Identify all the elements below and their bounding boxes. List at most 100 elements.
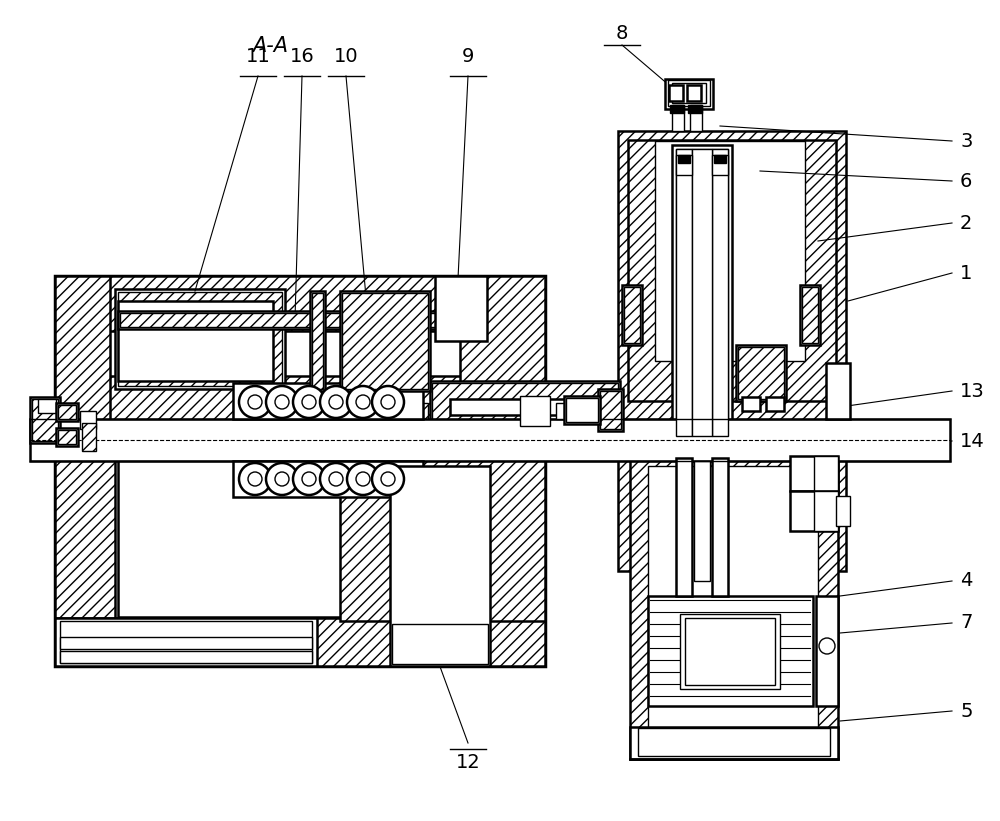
Text: 8: 8 xyxy=(616,24,628,43)
Circle shape xyxy=(320,386,352,418)
Bar xyxy=(32,399,58,441)
Bar xyxy=(672,105,684,131)
Bar xyxy=(712,155,728,175)
Bar xyxy=(680,614,780,689)
Bar xyxy=(766,397,784,411)
Bar xyxy=(56,403,78,421)
Bar xyxy=(520,396,550,426)
Bar xyxy=(676,149,728,436)
Text: 13: 13 xyxy=(960,382,985,401)
Text: 12: 12 xyxy=(456,753,480,772)
Bar xyxy=(55,276,545,331)
Bar xyxy=(669,85,683,101)
Bar xyxy=(694,461,710,581)
Bar xyxy=(687,85,701,101)
Bar xyxy=(55,426,545,666)
Bar xyxy=(598,389,623,431)
Bar xyxy=(665,79,713,109)
Bar xyxy=(800,285,820,345)
Bar xyxy=(450,399,600,415)
Circle shape xyxy=(302,472,316,486)
Text: 5: 5 xyxy=(960,701,972,721)
Bar xyxy=(120,313,456,327)
Bar xyxy=(672,145,732,440)
Bar xyxy=(814,491,838,531)
Bar xyxy=(790,491,838,531)
Bar xyxy=(668,80,710,106)
Bar xyxy=(118,311,458,329)
Bar xyxy=(736,345,786,401)
Circle shape xyxy=(381,472,395,486)
Circle shape xyxy=(329,395,343,409)
Text: 14: 14 xyxy=(960,432,985,451)
Bar xyxy=(630,457,838,759)
Text: 4: 4 xyxy=(960,571,972,590)
Bar xyxy=(742,397,760,411)
Bar xyxy=(55,376,545,431)
Bar xyxy=(714,155,726,163)
Bar xyxy=(233,461,423,497)
Bar xyxy=(430,381,620,431)
Circle shape xyxy=(248,395,262,409)
Circle shape xyxy=(372,386,404,418)
Bar xyxy=(836,496,850,526)
Bar xyxy=(630,727,838,759)
Bar xyxy=(628,140,836,401)
Text: 3: 3 xyxy=(960,131,972,150)
Bar xyxy=(340,291,430,391)
Circle shape xyxy=(819,638,835,654)
Bar xyxy=(712,149,728,436)
Circle shape xyxy=(266,463,298,495)
Circle shape xyxy=(239,386,271,418)
Bar xyxy=(342,293,428,389)
Bar xyxy=(55,426,115,666)
Bar xyxy=(115,289,285,389)
Bar xyxy=(566,398,598,422)
Bar xyxy=(564,396,600,424)
Circle shape xyxy=(329,472,343,486)
Bar xyxy=(55,618,317,666)
Bar xyxy=(312,293,323,389)
Bar xyxy=(790,456,838,491)
Bar xyxy=(638,728,830,756)
Bar xyxy=(712,458,728,596)
Bar xyxy=(648,596,813,706)
Circle shape xyxy=(248,472,262,486)
Bar xyxy=(672,83,706,103)
Bar xyxy=(618,131,846,571)
Text: 6: 6 xyxy=(960,172,972,190)
Bar xyxy=(60,651,312,663)
Bar xyxy=(340,426,545,621)
Bar xyxy=(460,276,545,391)
Bar xyxy=(390,466,490,666)
Bar xyxy=(233,403,428,483)
Circle shape xyxy=(372,463,404,495)
Text: 7: 7 xyxy=(960,613,972,632)
Text: 11: 11 xyxy=(246,47,270,66)
Bar xyxy=(670,105,684,113)
Bar xyxy=(648,466,818,741)
Bar xyxy=(814,456,838,491)
Text: 9: 9 xyxy=(462,47,474,66)
Bar xyxy=(826,363,850,419)
Bar xyxy=(118,292,282,386)
Bar xyxy=(624,287,640,343)
Circle shape xyxy=(293,463,325,495)
Circle shape xyxy=(356,472,370,486)
Bar xyxy=(655,141,805,361)
Circle shape xyxy=(356,395,370,409)
Circle shape xyxy=(347,386,379,418)
Circle shape xyxy=(347,463,379,495)
Bar xyxy=(688,105,702,113)
Bar xyxy=(58,405,76,419)
Bar xyxy=(80,411,96,429)
Text: 2: 2 xyxy=(960,213,972,232)
Bar xyxy=(30,397,60,443)
Bar xyxy=(692,149,712,436)
Circle shape xyxy=(302,395,316,409)
Text: 10: 10 xyxy=(334,47,358,66)
Bar xyxy=(676,149,692,436)
Bar xyxy=(738,347,784,399)
Bar xyxy=(676,155,692,175)
Text: 16: 16 xyxy=(290,47,314,66)
